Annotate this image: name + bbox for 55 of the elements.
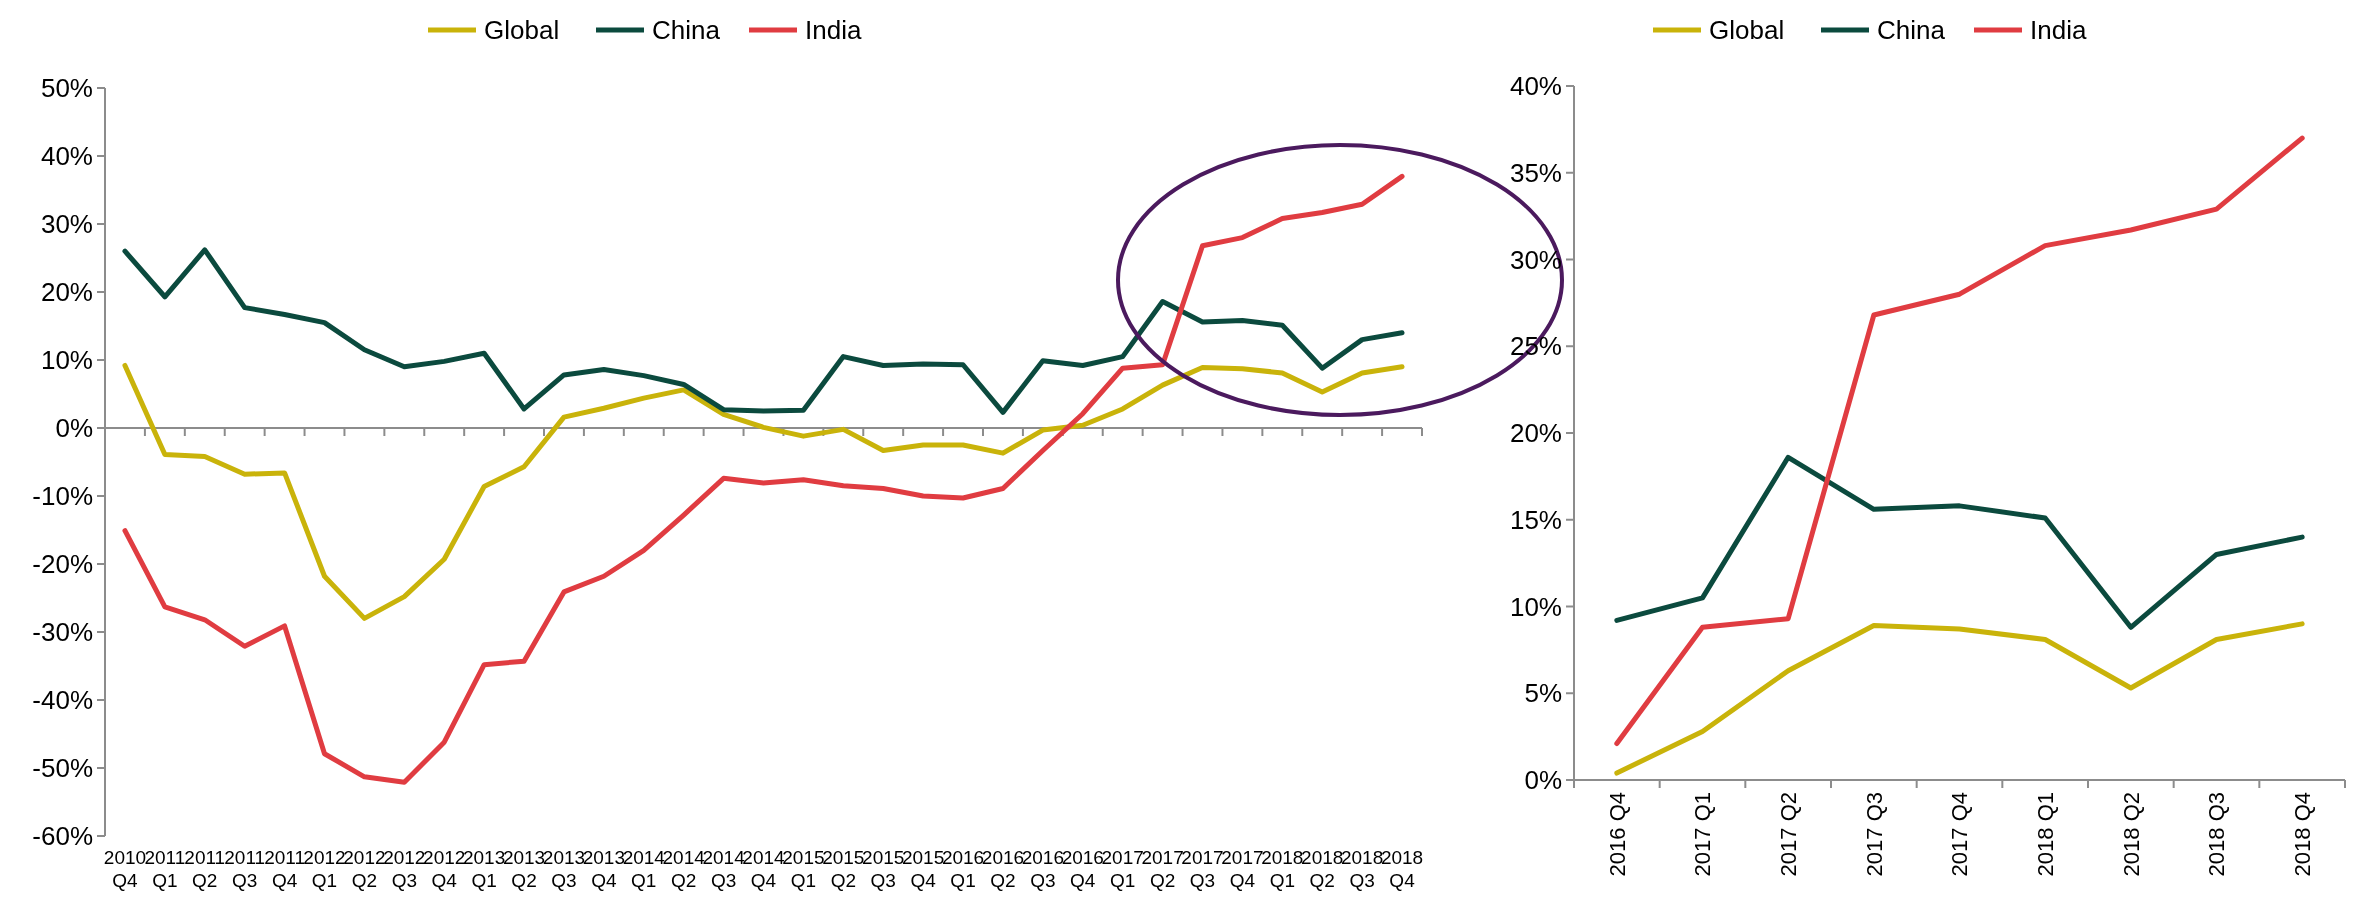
x-tick-label: 2015 Q4 xyxy=(902,847,945,891)
y-tick-label: 10% xyxy=(40,345,93,376)
y-tick-label: 20% xyxy=(40,277,93,308)
x-tick-label: 2017 Q2 xyxy=(1141,847,1184,891)
x-tick-label: 2017 Q3 xyxy=(1181,847,1224,891)
x-tick-label: 2012 Q4 xyxy=(423,847,466,891)
y-tick-label: 35% xyxy=(1509,157,1562,188)
y-tick-label: 40% xyxy=(1509,71,1562,102)
y-tick-label: 0% xyxy=(1524,765,1562,796)
x-tick-label: 2018 Q3 xyxy=(1341,847,1384,891)
y-tick-label: -30% xyxy=(32,617,93,648)
x-tick-label: 2015 Q2 xyxy=(822,847,865,891)
x-tick-label: 2018 Q1 xyxy=(2032,792,2058,877)
y-tick-label: -50% xyxy=(32,753,93,784)
x-tick-label: 2011 Q1 xyxy=(144,847,186,891)
y-tick-label: 15% xyxy=(1509,504,1562,535)
x-tick-label: 2015 Q1 xyxy=(782,847,825,891)
y-tick-label: 30% xyxy=(40,209,93,240)
y-tick-label: -10% xyxy=(32,481,93,512)
x-tick-label: 2012 Q3 xyxy=(383,847,426,891)
y-tick-label: 10% xyxy=(1509,591,1562,622)
y-tick-label: -20% xyxy=(32,549,93,580)
x-tick-label: 2012 Q1 xyxy=(303,847,346,891)
y-tick-label: 5% xyxy=(1524,678,1562,709)
legend-label: India xyxy=(805,15,862,45)
x-tick-label: 2011 Q3 xyxy=(224,847,266,891)
x-tick-label: 2018 Q4 xyxy=(2289,792,2315,877)
y-tick-label: 40% xyxy=(40,141,93,172)
y-tick-label: -40% xyxy=(32,685,93,716)
legend-label: China xyxy=(1877,15,1946,45)
x-tick-label: 2018 Q1 xyxy=(1261,847,1304,891)
x-tick-label: 2018 Q2 xyxy=(1301,847,1344,891)
x-tick-label: 2016 Q4 xyxy=(1604,792,1630,877)
x-tick-label: 2013 Q1 xyxy=(463,847,506,891)
x-tick-label: 2018 Q3 xyxy=(2204,792,2230,877)
y-tick-label: 0% xyxy=(55,413,93,444)
x-tick-label: 2017 Q3 xyxy=(1861,792,1887,877)
x-tick-label: 2017 Q4 xyxy=(1221,847,1264,891)
x-tick-label: 2012 Q2 xyxy=(343,847,386,891)
x-tick-label: 2015 Q3 xyxy=(862,847,905,891)
y-tick-label: -60% xyxy=(32,821,93,852)
x-tick-label: 2011 Q2 xyxy=(184,847,226,891)
x-tick-label: 2017 Q4 xyxy=(1947,792,1973,877)
x-tick-label: 2018 Q2 xyxy=(2118,792,2144,877)
y-tick-label: 20% xyxy=(1509,418,1562,449)
x-tick-label: 2017 Q2 xyxy=(1775,792,1801,877)
x-tick-label: 2017 Q1 xyxy=(1690,792,1716,877)
x-tick-label: 2017 Q1 xyxy=(1101,847,1144,891)
legend-label: Global xyxy=(1709,15,1785,45)
x-tick-label: 2016 Q4 xyxy=(1061,847,1104,891)
legend-label: China xyxy=(652,15,721,45)
y-tick-label: 50% xyxy=(40,73,93,104)
legend-label: India xyxy=(2030,15,2087,45)
legend-label: Global xyxy=(484,15,560,45)
x-tick-label: 2010 Q4 xyxy=(103,847,147,891)
